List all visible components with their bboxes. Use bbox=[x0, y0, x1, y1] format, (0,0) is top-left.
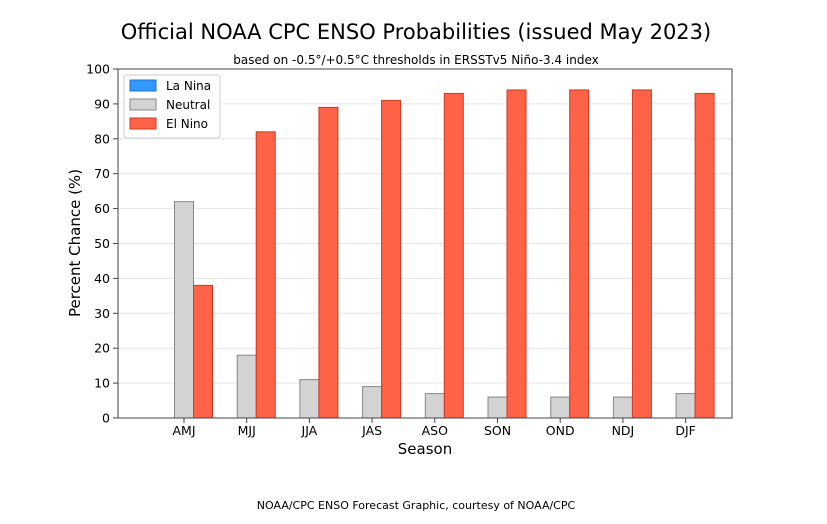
y-tick-label-90: 90 bbox=[94, 96, 110, 111]
x-tick-label-son: SON bbox=[484, 423, 511, 438]
x-tick-label-aso: ASO bbox=[422, 423, 448, 438]
legend-swatch-neutral bbox=[129, 98, 157, 111]
chart-subtitle: based on -0.5°/+0.5°C thresholds in ERSS… bbox=[233, 53, 599, 67]
y-tick-label-40: 40 bbox=[94, 271, 110, 286]
bar-el-nino-ond bbox=[569, 89, 590, 419]
x-axis-ticks: AMJ MJJ JJA JAS ASO SON OND NDJ DJF bbox=[172, 418, 696, 438]
x-tick-label-ndj: NDJ bbox=[612, 423, 635, 438]
bar-el-nino-mjj bbox=[255, 131, 276, 419]
y-axis-label: Percent Chance (%) bbox=[66, 169, 84, 317]
legend-swatch-la-nina bbox=[129, 79, 157, 92]
bar-el-nino-son bbox=[506, 89, 527, 419]
y-tick-label-100: 100 bbox=[86, 62, 110, 77]
y-tick-label-0: 0 bbox=[102, 411, 110, 426]
bar-neutral-djf bbox=[675, 393, 696, 419]
bar-el-nino-amj bbox=[193, 284, 213, 419]
x-axis-label: Season bbox=[398, 440, 452, 458]
y-tick-label-70: 70 bbox=[94, 166, 110, 181]
legend-label-la-nina: La Nina bbox=[166, 79, 211, 93]
bar-neutral-son bbox=[487, 396, 508, 419]
legend-label-el-nino: El Nino bbox=[166, 117, 208, 131]
x-tick-label-jas: JAS bbox=[361, 423, 382, 438]
bar-neutral-amj bbox=[174, 201, 194, 419]
legend-swatch-el-nino bbox=[129, 117, 157, 130]
bar-el-nino-jja bbox=[318, 106, 339, 419]
x-tick-label-djf: DJF bbox=[675, 423, 696, 438]
chart-title: Official NOAA CPC ENSO Probabilities (is… bbox=[121, 20, 711, 44]
bars bbox=[174, 89, 715, 419]
bar-neutral-ndj bbox=[612, 396, 633, 419]
grid-lines bbox=[118, 103, 732, 384]
y-tick-label-60: 60 bbox=[94, 201, 110, 216]
bar-neutral-aso bbox=[424, 393, 445, 419]
bar-el-nino-ndj bbox=[631, 89, 652, 419]
bar-el-nino-aso bbox=[443, 92, 464, 419]
y-tick-label-20: 20 bbox=[94, 341, 110, 356]
bar-el-nino-djf bbox=[694, 92, 715, 419]
x-tick-label-jja: JJA bbox=[301, 423, 318, 438]
y-tick-label-50: 50 bbox=[94, 236, 110, 251]
x-tick-label-amj: AMJ bbox=[172, 423, 195, 438]
legend-label-neutral: Neutral bbox=[166, 98, 210, 112]
y-tick-label-80: 80 bbox=[94, 131, 110, 146]
x-tick-label-mjj: MJJ bbox=[238, 423, 256, 438]
bar-neutral-mjj bbox=[236, 354, 257, 419]
y-tick-label-30: 30 bbox=[94, 306, 110, 321]
y-tick-label-10: 10 bbox=[94, 376, 110, 391]
footer-credit: NOAA/CPC ENSO Forecast Graphic, courtesy… bbox=[257, 499, 576, 512]
bar-neutral-ond bbox=[550, 396, 571, 419]
bar-neutral-jja bbox=[299, 379, 320, 419]
legend: La Nina Neutral El Nino bbox=[123, 74, 221, 139]
y-axis-ticks: 0 10 20 30 40 50 60 70 80 90 100 bbox=[86, 62, 118, 426]
bar-neutral-jas bbox=[362, 386, 383, 419]
bar-el-nino-jas bbox=[381, 99, 402, 419]
x-tick-label-ond: OND bbox=[546, 423, 575, 438]
